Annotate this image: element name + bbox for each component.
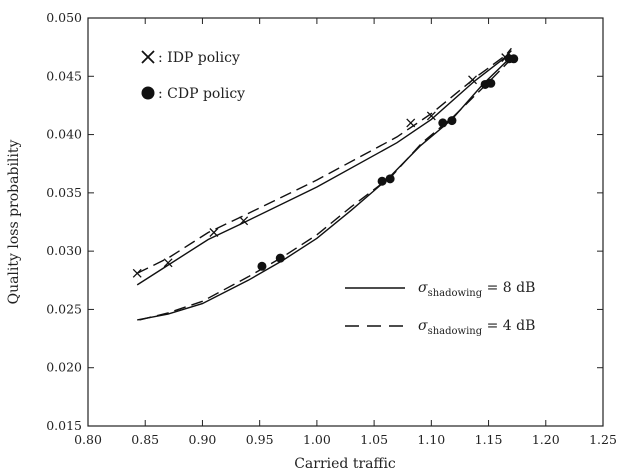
data-point-cdp-4db [486, 78, 496, 88]
x-tick-label: 1.25 [589, 432, 617, 447]
y-tick-label: 0.045 [46, 68, 82, 83]
series-line-cdp-4db [139, 56, 515, 321]
data-point-cdp-4db [447, 116, 457, 126]
legend-dashed-label: σshadowing = 4 dB [418, 318, 535, 337]
data-point-idp-8db [239, 216, 249, 226]
data-point-idp-8db [163, 258, 173, 268]
y-tick-label: 0.050 [46, 10, 82, 25]
x-tick-label: 0.95 [246, 432, 274, 447]
legend-cdp-label: : CDP policy [158, 86, 245, 102]
series-line-idp-4db [136, 47, 512, 274]
legend-idp-marker [141, 50, 155, 64]
x-tick-label: 1.10 [417, 432, 445, 447]
x-tick-label: 1.00 [303, 432, 331, 447]
data-point-cdp-4db [385, 174, 395, 184]
plot-frame [87, 17, 604, 427]
x-axis-title: Carried traffic [294, 456, 396, 472]
marker-legend: : IDP policy : CDP policy [141, 50, 245, 102]
x-tick-label: 1.20 [532, 432, 560, 447]
x-tick-label: 0.90 [189, 432, 217, 447]
series-lines [136, 47, 515, 321]
data-point-idp-4db [132, 268, 142, 278]
series-line-idp-8db [136, 50, 512, 286]
y-axis: 0.015 0.020 0.025 0.030 0.035 0.040 0.045 0.050 [46, 10, 603, 433]
data-point-idp-8db [468, 75, 477, 85]
data-point-cdp-8db [257, 261, 267, 271]
series-markers [132, 53, 519, 278]
x-tick-label: 1.05 [360, 432, 388, 447]
x-axis: 0.80 0.85 0.90 0.95 1.00 1.05 1.10 1.15 1.20 1.25 [74, 18, 617, 447]
y-tick-label: 0.030 [46, 243, 82, 258]
legend-solid-label: σshadowing = 8 dB [418, 280, 535, 299]
legend-idp-label: : IDP policy [158, 50, 240, 66]
x-tick-label: 0.85 [131, 432, 159, 447]
data-point-cdp-8db [377, 176, 387, 186]
x-tick-label: 1.15 [475, 432, 503, 447]
data-point-cdp-4db [275, 253, 285, 263]
legend-cdp-marker [141, 86, 155, 100]
y-tick-label: 0.025 [46, 301, 82, 316]
data-point-cdp-8db [438, 118, 448, 128]
x-tick-label: 0.80 [74, 432, 102, 447]
data-point-idp-8db [406, 118, 416, 128]
y-axis-title: Quality loss probability [6, 139, 22, 304]
y-tick-label: 0.035 [46, 185, 82, 200]
data-point-idp-8db [209, 228, 219, 237]
line-legend: σshadowing = 8 dB σshadowing = 4 dB [345, 280, 535, 337]
data-point-cdp-4db [509, 54, 519, 64]
data-point-idp-8db [426, 111, 436, 121]
y-tick-label: 0.040 [46, 127, 82, 142]
y-tick-label: 0.020 [46, 360, 82, 375]
y-tick-label: 0.015 [46, 418, 82, 433]
